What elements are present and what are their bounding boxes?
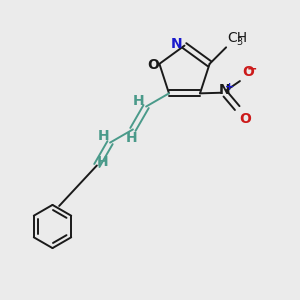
Text: O: O [242, 65, 254, 79]
Text: N: N [219, 83, 231, 97]
Text: H: H [98, 129, 110, 143]
Text: H: H [97, 155, 109, 169]
Text: H: H [133, 94, 144, 108]
Text: −: − [247, 62, 257, 75]
Text: H: H [126, 131, 137, 145]
Text: N: N [171, 37, 183, 51]
Text: O: O [147, 58, 159, 72]
Text: CH: CH [227, 31, 247, 45]
Text: 3: 3 [236, 37, 242, 47]
Text: O: O [239, 112, 251, 126]
Text: +: + [225, 82, 234, 92]
